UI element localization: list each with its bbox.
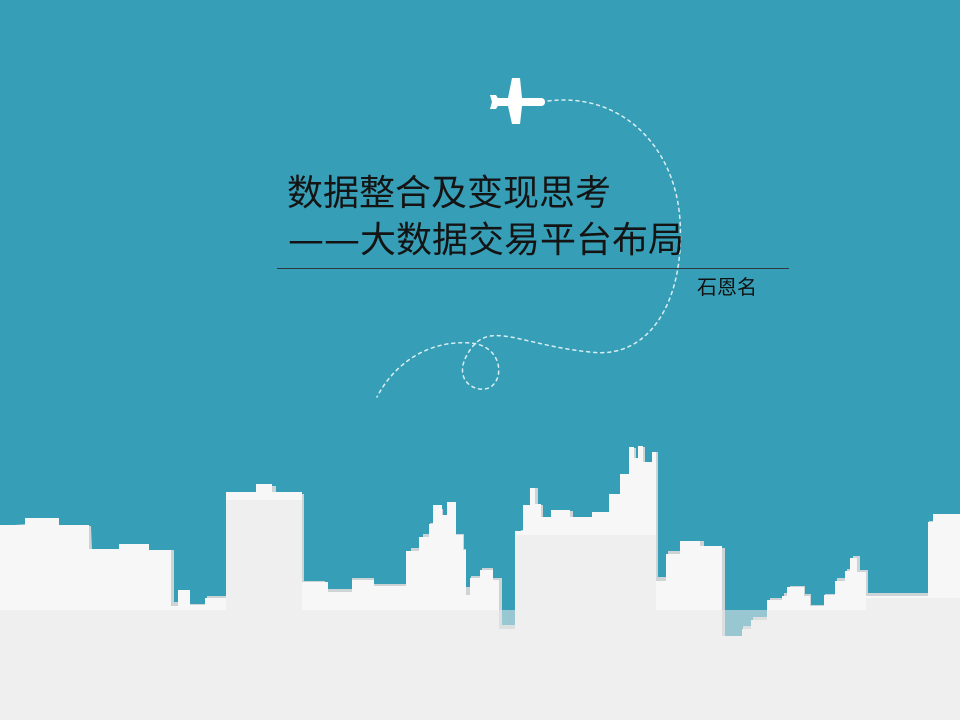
title-block: 数据整合及变现思考 ——大数据交易平台布局 石恩名 — [277, 173, 792, 308]
title-underline — [277, 268, 789, 269]
city-skyline-texture — [0, 500, 960, 720]
airplane-icon — [490, 78, 545, 124]
slide-title-line-1: 数据整合及变现思考 — [287, 173, 612, 214]
author-name: 石恩名 — [697, 275, 757, 299]
slide-title-line-2: ——大数据交易平台布局 — [288, 220, 685, 261]
